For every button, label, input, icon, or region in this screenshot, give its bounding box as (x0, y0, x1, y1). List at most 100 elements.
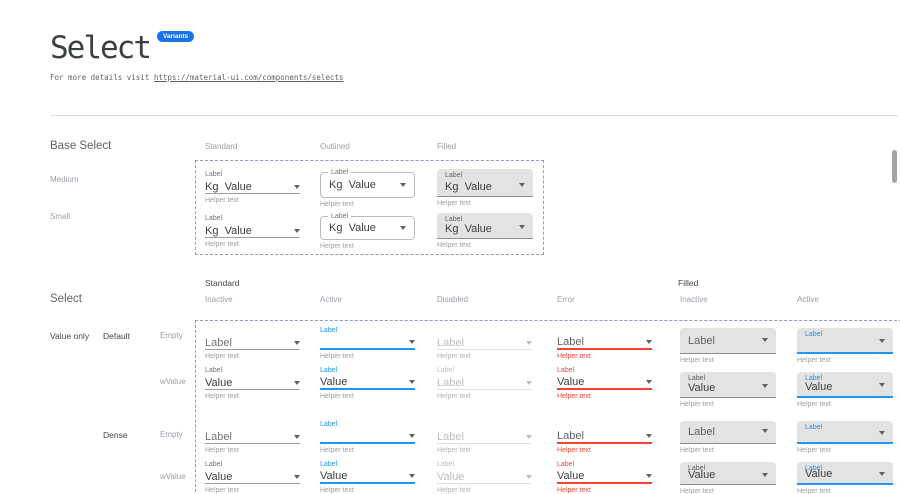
dropdown-arrow-icon (294, 184, 300, 189)
select-standard-disabled: Label Helper text (437, 420, 532, 455)
helper-text: Helper text (680, 357, 714, 364)
select-input[interactable]: Label (797, 328, 893, 354)
select-input[interactable]: Kg Value (205, 180, 300, 194)
select-input[interactable]: Label (680, 421, 776, 444)
dropdown-arrow-icon (294, 474, 300, 479)
select-input[interactable]: Value (320, 376, 415, 390)
select-input[interactable]: Label Value (680, 372, 776, 398)
dropdown-arrow-icon (409, 474, 415, 478)
column-header-disabled: Disabled (437, 295, 469, 304)
helper-text: Helper text (437, 447, 471, 454)
vertical-scrollbar-thumb[interactable] (892, 150, 897, 183)
column-header-error: Error (557, 295, 575, 304)
select-input[interactable]: Label (437, 376, 532, 390)
helper-text: Helper text (437, 393, 471, 400)
dropdown-arrow-icon (526, 340, 532, 345)
select-input[interactable]: Label (437, 336, 532, 350)
select-input[interactable]: Value (205, 470, 300, 484)
size-label-dense: Dense (103, 430, 128, 440)
select-input[interactable]: Label Kg Value (437, 213, 533, 239)
row-header-medium: Medium (50, 175, 79, 184)
helper-text: Helper text (437, 353, 471, 360)
select-standard-inactive: Label Value Helper text (205, 460, 300, 494)
select-standard-error: Label Helper text (557, 420, 652, 455)
select-standard-active: Label Value Helper text (320, 460, 415, 494)
select-input[interactable]: Label (205, 336, 300, 350)
dropdown-arrow-icon (409, 380, 415, 384)
select-floating-label: Label (557, 461, 575, 468)
select-floating-label: Label (328, 168, 352, 177)
select-filled-inactive: Label Kg Value Helper text (437, 213, 533, 250)
select-input[interactable]: Kg Value (205, 224, 300, 238)
select-input[interactable]: Label Value (797, 462, 893, 485)
select-value: Value (320, 470, 348, 482)
select-standard-error: Label Value Helper text (557, 366, 652, 401)
row-header-small: Small (50, 212, 71, 221)
select-standard-inactive: Label Value Helper text (205, 366, 300, 401)
select-input[interactable]: Value (320, 470, 415, 484)
select-standard-active: Label Helper text (320, 326, 415, 361)
select-input[interactable]: Value (437, 470, 532, 484)
select-input[interactable]: Label Value (797, 372, 893, 398)
select-input[interactable]: Value (205, 376, 300, 390)
select-input[interactable]: Label Kg Value (320, 168, 415, 198)
subtitle-text: For more details visit (50, 73, 154, 82)
column-header-outlined: Outlined (320, 142, 350, 151)
select-input[interactable] (320, 336, 415, 350)
select-input[interactable]: Label (797, 421, 893, 444)
fill-label-empty: Empty (160, 331, 183, 340)
select-input[interactable] (320, 430, 415, 444)
dropdown-arrow-icon (762, 473, 768, 477)
select-floating-label (557, 326, 652, 336)
select-value: Label (437, 336, 464, 349)
base-select-variant-boundary (195, 160, 544, 255)
select-value: Value (688, 469, 716, 481)
dropdown-arrow-icon (646, 474, 652, 478)
select-filled-inactive: Label Value Helper text (680, 372, 776, 409)
select-value: Value (320, 376, 348, 388)
select-input[interactable]: Label Kg Value (437, 169, 533, 197)
select-outlined: Label Kg Value Helper text (320, 212, 415, 251)
select-floating-label: Label (320, 461, 338, 468)
helper-text: Helper text (205, 353, 239, 360)
helper-text: Helper text (205, 447, 239, 454)
helper-text: Helper text (680, 447, 714, 454)
column-header-filled: Filled (437, 142, 457, 151)
column-header-inactive: Inactive (205, 295, 233, 304)
select-floating-label (437, 420, 532, 430)
select-input[interactable]: Label (437, 430, 532, 444)
select-input[interactable]: Value (557, 470, 652, 484)
column-header-active: Active (320, 295, 342, 304)
column-header-standard: Standard (205, 142, 238, 151)
select-standard-inactive: Label Kg Value Helper text (205, 214, 300, 249)
select-floating-label: Label (445, 216, 463, 223)
select-input[interactable]: Label (205, 430, 300, 444)
select-input[interactable]: Label (680, 328, 776, 354)
select-floating-label: Label (205, 171, 223, 178)
select-input[interactable]: Label Kg Value (320, 212, 415, 240)
group-header-standard: Standard (205, 278, 240, 288)
select-floating-label: Label (688, 375, 706, 382)
select-standard-inactive: Label Helper text (205, 326, 300, 361)
dropdown-arrow-icon (762, 338, 768, 342)
select-value: Value (557, 470, 585, 482)
select-filled-inactive: Label Helper text (680, 328, 776, 365)
helper-text: Helper text (797, 357, 831, 364)
dropdown-arrow-icon (526, 380, 532, 385)
select-filled-inactive: Label Value Helper text (680, 462, 776, 494)
select-filled-inactive: Label Helper text (680, 421, 776, 455)
material-ui-link[interactable]: https://material-ui.com/components/selec… (153, 73, 344, 82)
dropdown-arrow-icon (646, 434, 652, 438)
select-value: Label (205, 430, 232, 443)
select-value: Value (557, 376, 585, 388)
select-input[interactable]: Label (557, 336, 652, 350)
dropdown-arrow-icon (294, 434, 300, 439)
select-value: Kg Value (445, 181, 492, 193)
select-value: Kg Value (205, 180, 252, 193)
section-divider (50, 115, 898, 116)
select-input[interactable]: Label (557, 430, 652, 444)
select-input[interactable]: Value (557, 376, 652, 390)
select-input[interactable]: Label Value (680, 462, 776, 485)
select-floating-label (557, 420, 652, 430)
dropdown-arrow-icon (400, 183, 406, 187)
